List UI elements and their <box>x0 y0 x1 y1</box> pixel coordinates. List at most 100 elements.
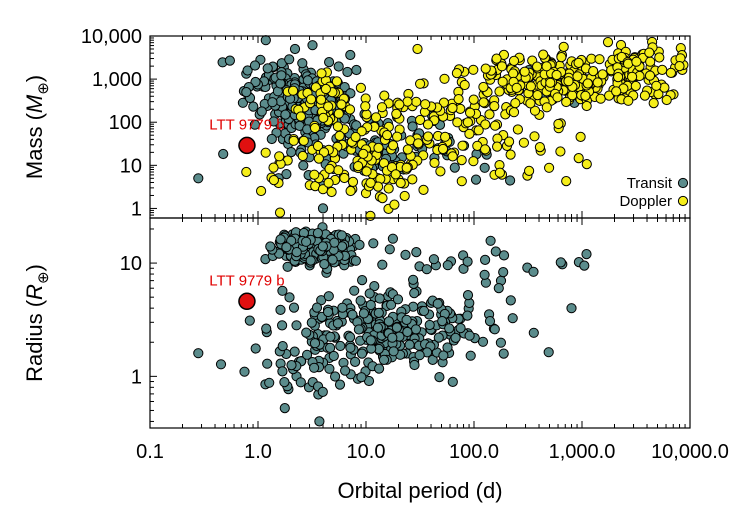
radius-transit-point <box>373 307 384 318</box>
mass-doppler-point <box>309 122 321 134</box>
mass-doppler-point <box>575 131 586 142</box>
radius-transit-point <box>505 295 516 306</box>
radius-transit-point <box>284 292 295 303</box>
mass-doppler-point <box>447 151 458 162</box>
mass-doppler-point <box>588 66 599 77</box>
radius-transit-point <box>328 350 339 362</box>
radius-transit-point <box>365 299 376 311</box>
mass-doppler-point <box>651 80 662 91</box>
radius-transit-point <box>306 317 317 328</box>
panel-frames <box>149 35 691 429</box>
radius-transit-point <box>437 316 448 327</box>
mass-doppler-point <box>390 169 401 180</box>
radius-transit-point <box>350 255 361 266</box>
mass-doppler-point <box>468 94 479 105</box>
mass-transit-point <box>324 57 335 68</box>
mass-doppler-point <box>582 78 593 89</box>
mass-doppler-point <box>639 90 651 101</box>
mass-doppler-point <box>407 174 418 185</box>
radius-transit-point <box>462 310 473 321</box>
mass-doppler-point <box>572 71 583 82</box>
mass-doppler-point <box>462 117 473 128</box>
mass-doppler-point <box>422 119 434 130</box>
mass-doppler-point <box>558 41 569 53</box>
radius-transit-point <box>462 256 473 267</box>
mass-transit-point <box>298 160 309 171</box>
mass-doppler-point <box>456 176 467 187</box>
mass-doppler-point <box>573 57 584 69</box>
radius-transit-point <box>317 241 328 252</box>
mass-doppler-point <box>447 102 458 114</box>
radius-transit-point <box>291 320 302 331</box>
radius-transit-point <box>409 288 420 299</box>
radius-transit-point <box>442 260 453 271</box>
radius-transit-point <box>455 323 466 334</box>
mass-doppler-point <box>435 166 446 177</box>
mass-doppler-point <box>418 184 429 195</box>
radius-transit-point <box>364 288 375 299</box>
mass-doppler-point <box>478 81 489 93</box>
radius-transit-point <box>489 324 500 335</box>
mass-doppler-point <box>497 76 508 87</box>
mass-doppler-point <box>580 90 591 102</box>
mass-transit-point <box>345 49 356 61</box>
radius-transit-point <box>311 302 323 313</box>
mass-doppler-point <box>365 210 376 221</box>
mass-transit-point <box>249 119 260 130</box>
mass-doppler-point <box>654 52 665 63</box>
mass-doppler-point <box>392 131 403 142</box>
mass-doppler-point <box>256 185 267 197</box>
radius-transit-point <box>262 358 273 369</box>
radius-transit-point <box>277 341 288 352</box>
mass-transit-point <box>339 82 350 93</box>
radius-transit-point <box>495 337 506 348</box>
mass-doppler-point <box>394 99 405 110</box>
mass-doppler-point <box>581 159 592 170</box>
radius-transit-point <box>490 246 501 257</box>
mass-doppler-point <box>376 102 388 113</box>
mass-doppler-point <box>440 131 451 142</box>
mass-doppler-point <box>613 72 624 83</box>
radius-transit-point <box>543 347 554 358</box>
radius-transit-point <box>337 302 348 313</box>
mass-doppler-point <box>373 142 384 153</box>
radius-transit-point <box>493 283 504 294</box>
mass-doppler-point <box>552 92 563 103</box>
mass-doppler-point <box>645 56 656 67</box>
mass-y-tick-label: 100 <box>109 112 142 134</box>
radius-transit-point <box>286 360 297 371</box>
mass-doppler-point <box>451 68 462 79</box>
radius-transit-point <box>377 259 388 270</box>
legend-label-transit: Transit <box>627 175 673 192</box>
mass-doppler-point <box>336 99 347 110</box>
mass-transit-point <box>407 121 418 132</box>
radius-transit-point <box>350 356 361 367</box>
mass-doppler-point <box>644 47 655 58</box>
radius-transit-point <box>302 349 313 360</box>
mass-doppler-point <box>306 94 317 105</box>
mass-doppler-point <box>268 162 279 173</box>
radius-transit-point <box>498 348 509 359</box>
mass-doppler-point <box>555 146 566 157</box>
mass-doppler-point <box>661 94 672 106</box>
mass-highlight-planet-point <box>238 136 256 155</box>
radius-transit-point <box>432 298 443 309</box>
radius-transit-point <box>579 260 590 271</box>
mass-doppler-point <box>423 131 434 142</box>
chart-text: 1 10 100 1,000 10,000 LTT 9779 b Mass (M⊕) 1 10 L… <box>22 26 729 503</box>
radius-transit-point <box>409 359 420 371</box>
mass-doppler-point <box>415 114 426 126</box>
radius-transit-point <box>480 254 491 265</box>
mass-doppler-point <box>623 95 634 106</box>
mass-doppler-point <box>597 69 608 80</box>
radius-transit-point <box>239 366 250 377</box>
mass-doppler-point <box>401 162 412 173</box>
radius-transit-point <box>279 377 290 388</box>
mass-doppler-point <box>541 102 552 113</box>
mass-transit-point <box>276 70 287 81</box>
radius-transit-point <box>354 239 365 250</box>
mass-doppler-point <box>355 82 366 94</box>
mass-doppler-point <box>484 109 495 120</box>
mass-doppler-point <box>504 136 515 147</box>
mass-doppler-point <box>508 55 520 67</box>
